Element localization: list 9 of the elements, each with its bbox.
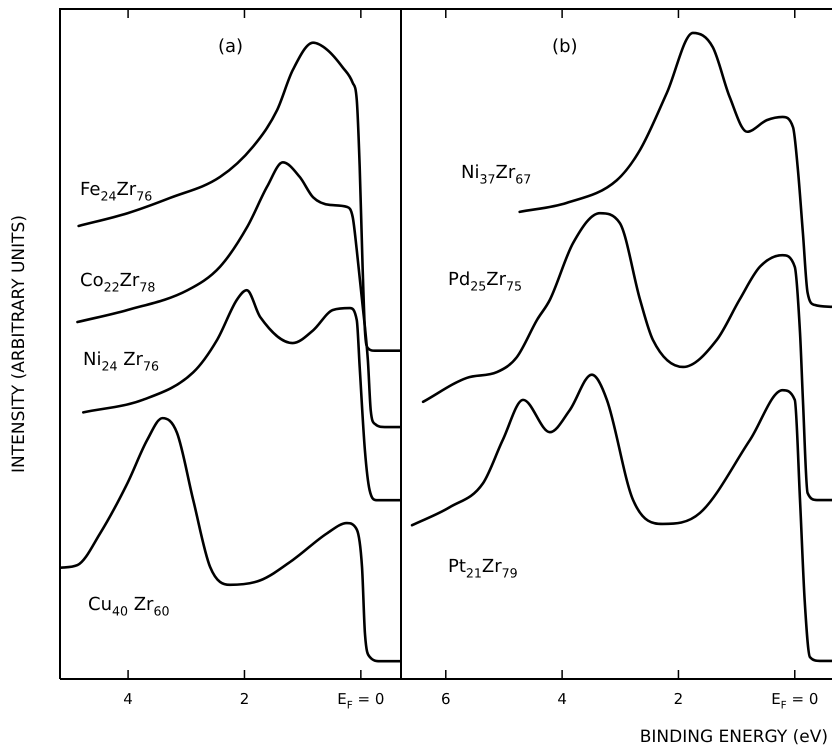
x-tick-label: 2 xyxy=(240,690,250,708)
x-tick-label: 4 xyxy=(123,690,133,708)
y-axis-title: INTENSITY (ARBITRARY UNITS) xyxy=(9,215,29,473)
chart-title: (a) xyxy=(218,36,244,57)
chart-title: (b) xyxy=(552,36,578,57)
x-tick-label: 4 xyxy=(557,690,567,708)
x-tick-label: 6 xyxy=(441,690,451,708)
x-tick-label: 2 xyxy=(674,690,684,708)
x-axis-title: BINDING ENERGY (eV) xyxy=(640,727,828,747)
